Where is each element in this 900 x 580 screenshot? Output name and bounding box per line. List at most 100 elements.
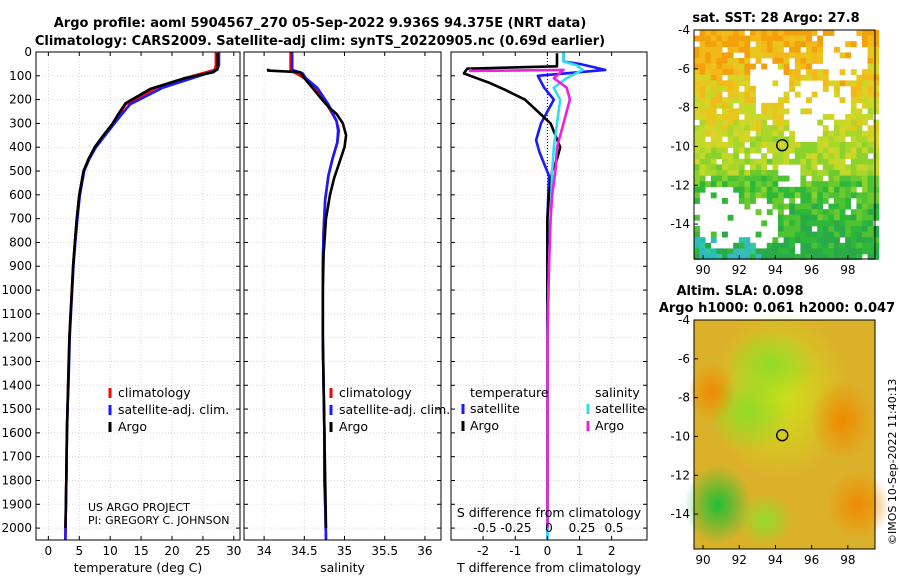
sst-pixel bbox=[694, 153, 700, 160]
sst-pixel bbox=[789, 46, 796, 53]
sst-pixel bbox=[811, 170, 818, 176]
pi-credit: PI: GREGORY C. JOHNSON bbox=[88, 514, 229, 527]
sst-pixel bbox=[873, 30, 880, 36]
sst-pixel bbox=[845, 80, 852, 87]
sst-pixel bbox=[761, 164, 768, 171]
sst-pixel bbox=[772, 158, 779, 165]
sst-pixel bbox=[811, 214, 818, 221]
sst-pixel bbox=[772, 153, 779, 160]
sst-pixel bbox=[761, 52, 768, 59]
sst-pixel bbox=[811, 220, 818, 227]
sst-pixel bbox=[806, 63, 812, 70]
sst-pixel bbox=[772, 52, 779, 59]
sst-pixel bbox=[783, 220, 790, 227]
sst-pixel bbox=[822, 242, 829, 249]
y-tick-label: 1300 bbox=[1, 354, 32, 368]
sst-pixel bbox=[873, 74, 880, 81]
y-tick-label: 1000 bbox=[1, 283, 32, 297]
sst-pixel bbox=[738, 108, 745, 115]
sst-pixel bbox=[783, 242, 790, 249]
sst-pixel bbox=[856, 147, 863, 154]
sst-pixel bbox=[733, 46, 740, 53]
sst-pixel bbox=[817, 158, 824, 165]
sst-pixel bbox=[772, 142, 779, 148]
sst-pixel bbox=[699, 41, 706, 48]
sst-pixel bbox=[778, 242, 784, 249]
sst-pixel bbox=[772, 136, 779, 143]
sst-pixel bbox=[811, 41, 818, 48]
sst-pixel bbox=[789, 80, 796, 87]
sst-pixel bbox=[811, 30, 818, 36]
sst-pixel bbox=[733, 80, 740, 87]
sst-pixel bbox=[817, 198, 824, 204]
sst-pixel bbox=[733, 125, 740, 132]
sst-pixel bbox=[828, 209, 835, 216]
sst-pixel bbox=[716, 114, 723, 120]
sst-pixel bbox=[694, 125, 700, 132]
sst-pixel bbox=[862, 226, 868, 232]
sst-pixel bbox=[817, 153, 824, 160]
sst-pixel bbox=[850, 108, 857, 115]
sst-pixel bbox=[710, 46, 717, 53]
sst-pixel bbox=[705, 142, 712, 148]
sst-pixel bbox=[839, 142, 846, 148]
sst-pixel bbox=[699, 63, 706, 70]
sst-pixel bbox=[839, 209, 846, 216]
sst-pixel bbox=[699, 164, 706, 171]
sst-pixel bbox=[828, 226, 835, 232]
sst-pixel bbox=[794, 147, 801, 154]
sst-pixel bbox=[772, 147, 779, 154]
sst-pixel bbox=[800, 231, 807, 238]
legend-header-salinity: salinity bbox=[595, 385, 640, 400]
sst-pixel bbox=[817, 186, 824, 193]
axes-frame bbox=[35, 51, 241, 541]
sst-pixel bbox=[828, 254, 835, 260]
sst-pixel bbox=[839, 248, 846, 255]
sst-pixel bbox=[850, 158, 857, 165]
sst-pixel bbox=[867, 58, 874, 64]
sst-pixel bbox=[727, 52, 734, 59]
sst-pixel bbox=[778, 175, 784, 182]
sst-pixel bbox=[727, 130, 734, 137]
sst-pixel bbox=[783, 186, 790, 193]
sst-pixel bbox=[834, 136, 840, 143]
sst-pixel bbox=[727, 41, 734, 48]
sst-pixel bbox=[822, 209, 829, 216]
sst-pixel bbox=[705, 147, 712, 154]
sst-pixel bbox=[744, 237, 751, 244]
sst-pixel bbox=[755, 186, 762, 193]
sst-pixel bbox=[750, 170, 756, 176]
sst-pixel bbox=[856, 181, 863, 188]
sst-pixel bbox=[845, 198, 852, 204]
sst-pixel bbox=[699, 97, 706, 104]
sst-pixel bbox=[800, 35, 807, 42]
sst-pixel bbox=[856, 30, 863, 36]
sst-pixel bbox=[716, 69, 723, 76]
sst-pixel bbox=[750, 192, 756, 199]
sst-pixel bbox=[750, 254, 756, 260]
sst-pixel bbox=[856, 114, 863, 120]
sst-pixel bbox=[750, 114, 756, 120]
sst-pixel bbox=[772, 108, 779, 115]
sst-pixel bbox=[794, 69, 801, 76]
sst-pixel bbox=[727, 175, 734, 182]
sst-pixel bbox=[744, 186, 751, 193]
sst-pixel bbox=[783, 214, 790, 221]
sst-pixel bbox=[800, 52, 807, 59]
secondary-x-tick-label: 0 bbox=[545, 521, 553, 535]
sst-pixel bbox=[738, 164, 745, 171]
sst-pixel bbox=[733, 74, 740, 81]
sst-pixel bbox=[716, 74, 723, 81]
sst-pixel bbox=[839, 220, 846, 227]
sst-pixel bbox=[811, 164, 818, 171]
sst-pixel bbox=[817, 52, 824, 59]
sst-pixel bbox=[750, 63, 756, 70]
sst-pixel bbox=[722, 102, 728, 109]
sst-pixel bbox=[766, 136, 773, 143]
sst-pixel bbox=[800, 147, 807, 154]
sst-pixel bbox=[800, 63, 807, 70]
sst-pixel bbox=[834, 91, 840, 98]
sst-pixel bbox=[710, 147, 717, 154]
sst-pixel bbox=[806, 41, 812, 48]
sst-pixel bbox=[867, 198, 874, 204]
